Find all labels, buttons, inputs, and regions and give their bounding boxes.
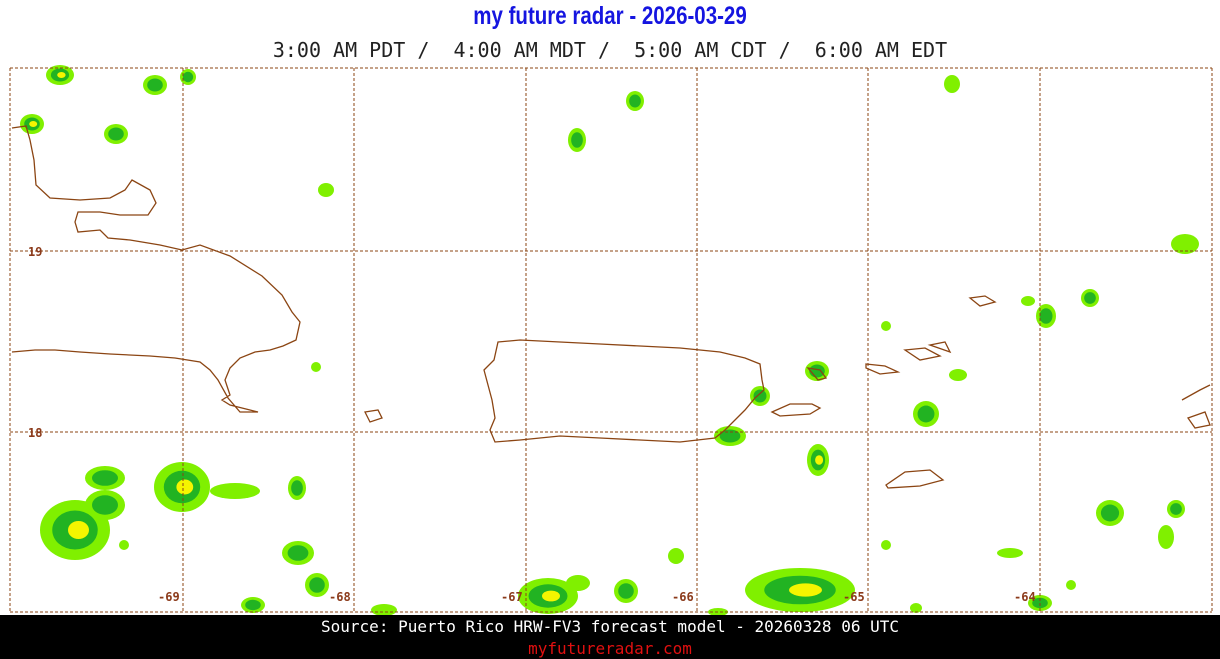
footer: Source: Puerto Rico HRW-FV3 forecast mod… [0, 615, 1220, 659]
radar-echo [68, 521, 89, 539]
time-zones: 3:00 AM PDT / 4:00 AM MDT / 5:00 AM CDT … [272, 38, 948, 62]
coastlines [11, 125, 1211, 489]
radar-echo [92, 470, 118, 486]
radar-echo [949, 369, 967, 381]
radar-echo [1084, 292, 1096, 304]
lat-label: 18 [28, 426, 42, 440]
radar-echo [910, 603, 922, 613]
radar-echo [1171, 234, 1199, 254]
radar-echo [371, 604, 397, 615]
radar-echo [311, 362, 321, 372]
radar-echo [92, 495, 118, 515]
radar-echo [571, 132, 583, 148]
lat-label: 19 [28, 245, 42, 259]
lon-label: -67 [501, 590, 523, 604]
radar-echo [542, 590, 560, 602]
radar-echo [1170, 503, 1182, 515]
radar-echo [815, 455, 824, 465]
radar-echo [944, 75, 960, 93]
radar-echo [881, 321, 891, 331]
radar-echo [997, 548, 1023, 558]
radar-echo [1066, 580, 1076, 590]
radar-map: 19 18 -69 -68 -67 -66 -65 -64 [9, 65, 1213, 615]
site-link[interactable]: myfutureradar.com [528, 639, 692, 658]
lon-label: -66 [672, 590, 694, 604]
radar-echo [176, 479, 194, 495]
radar-echo [1021, 296, 1035, 306]
radar-echo [618, 583, 634, 599]
radar-echo [1039, 308, 1053, 324]
radar-echo [1100, 504, 1120, 522]
radar-echo [753, 389, 767, 403]
radar-echo [29, 121, 38, 127]
radar-echo [566, 575, 590, 591]
radar-echo [119, 540, 129, 550]
source: Source: Puerto Rico HRW-FV3 forecast mod… [321, 617, 899, 636]
radar-echo [1158, 525, 1174, 549]
radar-echo [57, 72, 66, 78]
radar-echo [291, 480, 303, 496]
radar-echo [210, 483, 260, 499]
radar-echo [881, 540, 891, 550]
radar-echo [108, 127, 124, 141]
radar-echo [917, 405, 935, 423]
radar-echo [318, 183, 334, 197]
lon-label: -64 [1014, 590, 1036, 604]
title: my future radar - 2026-03-29 [473, 2, 747, 30]
radar-echo [789, 583, 822, 597]
graticule [9, 67, 1213, 613]
lon-label: -69 [158, 590, 180, 604]
radar-echo [182, 71, 194, 83]
precipitation [20, 65, 1199, 615]
radar-echo [245, 599, 261, 611]
radar-echo [629, 94, 641, 108]
radar-echo [287, 545, 309, 561]
lon-label: -65 [843, 590, 865, 604]
radar-echo [147, 78, 163, 92]
lon-label: -68 [329, 590, 351, 604]
radar-echo [809, 364, 825, 378]
radar-echo [309, 577, 325, 593]
radar-echo [719, 429, 741, 443]
radar-echo [668, 548, 684, 564]
